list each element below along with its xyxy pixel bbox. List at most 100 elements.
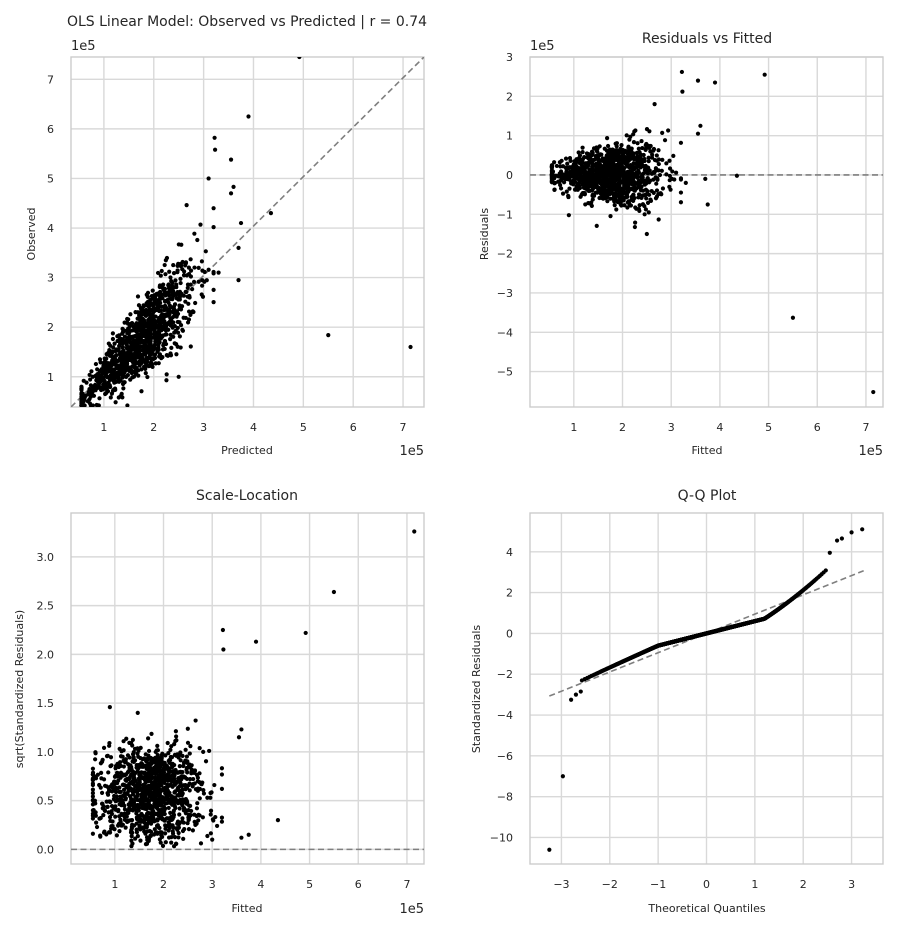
x-tick-label: 6 bbox=[350, 421, 357, 434]
data-point bbox=[90, 831, 96, 836]
data-point bbox=[196, 265, 201, 270]
data-point bbox=[120, 345, 125, 350]
data-point bbox=[136, 303, 142, 308]
data-point bbox=[170, 280, 175, 285]
data-point bbox=[135, 803, 141, 808]
data-point bbox=[608, 171, 613, 176]
data-point bbox=[122, 807, 128, 812]
data-point bbox=[631, 132, 636, 137]
data-point bbox=[152, 827, 157, 832]
data-point bbox=[178, 758, 183, 763]
x-tick-label: 2 bbox=[619, 421, 626, 434]
data-point bbox=[119, 391, 124, 396]
data-point bbox=[104, 352, 110, 357]
x-tick-label: 5 bbox=[765, 421, 772, 434]
data-point bbox=[179, 242, 184, 247]
data-point bbox=[578, 178, 584, 183]
data-point bbox=[143, 366, 148, 371]
data-point bbox=[103, 391, 109, 396]
data-point bbox=[612, 203, 617, 208]
data-point bbox=[641, 193, 647, 198]
outlier-point bbox=[246, 832, 251, 837]
data-point bbox=[142, 348, 147, 354]
plot-frame bbox=[529, 512, 884, 865]
data-point bbox=[164, 378, 169, 383]
y-tick-label: 4 bbox=[47, 222, 54, 235]
data-point bbox=[110, 784, 115, 790]
data-point bbox=[121, 748, 126, 753]
x-tick-label: 3 bbox=[209, 878, 216, 891]
x-tick-label: 6 bbox=[814, 421, 821, 434]
data-point bbox=[667, 166, 673, 171]
data-point bbox=[639, 138, 644, 144]
data-point bbox=[174, 738, 179, 743]
data-point bbox=[167, 309, 172, 314]
data-point bbox=[139, 330, 144, 336]
data-point bbox=[120, 395, 125, 400]
outlier-point bbox=[698, 123, 703, 128]
data-point bbox=[131, 780, 136, 785]
data-point bbox=[126, 818, 131, 823]
data-point bbox=[208, 790, 213, 796]
plot-frame bbox=[70, 512, 425, 865]
data-point bbox=[556, 174, 561, 179]
data-point bbox=[125, 330, 130, 336]
data-point bbox=[153, 361, 158, 366]
data-point bbox=[140, 358, 145, 363]
data-point bbox=[90, 777, 96, 783]
data-point bbox=[118, 754, 124, 759]
data-point bbox=[173, 328, 178, 333]
y-tick-label: 0 bbox=[506, 169, 513, 182]
data-point bbox=[116, 395, 121, 400]
outlier-point bbox=[239, 835, 244, 840]
data-point bbox=[90, 808, 96, 813]
data-point bbox=[139, 361, 144, 366]
data-point bbox=[102, 783, 108, 788]
data-point bbox=[145, 810, 151, 815]
data-point bbox=[166, 805, 171, 811]
data-point bbox=[99, 776, 104, 781]
data-point bbox=[613, 194, 619, 199]
data-point bbox=[120, 370, 126, 375]
data-point bbox=[157, 837, 162, 842]
data-point bbox=[184, 203, 189, 208]
data-point bbox=[594, 180, 599, 185]
data-point bbox=[132, 361, 138, 366]
data-point bbox=[187, 762, 192, 767]
x-axis-label: Fitted bbox=[692, 444, 723, 457]
data-point bbox=[167, 822, 172, 827]
data-point bbox=[134, 830, 140, 835]
data-point bbox=[644, 181, 649, 186]
data-point bbox=[139, 389, 144, 394]
data-point bbox=[156, 299, 161, 304]
data-point bbox=[186, 783, 191, 788]
data-point bbox=[188, 744, 193, 749]
data-point bbox=[660, 186, 666, 191]
data-point bbox=[174, 779, 179, 784]
data-point bbox=[177, 806, 182, 811]
data-point bbox=[87, 372, 92, 378]
data-point bbox=[125, 403, 130, 407]
data-point bbox=[187, 788, 192, 793]
data-point bbox=[652, 101, 657, 107]
data-point bbox=[219, 766, 225, 771]
data-point bbox=[98, 833, 103, 838]
data-point bbox=[595, 161, 600, 166]
data-point bbox=[197, 796, 202, 801]
data-point bbox=[638, 152, 643, 157]
data-point bbox=[654, 181, 659, 186]
data-point bbox=[132, 340, 137, 345]
data-point bbox=[193, 300, 198, 306]
data-point bbox=[628, 163, 633, 168]
y-tick-label: 2 bbox=[506, 90, 513, 103]
data-point bbox=[583, 202, 588, 207]
data-point bbox=[188, 777, 193, 782]
data-point bbox=[188, 803, 193, 808]
data-point bbox=[558, 182, 563, 188]
data-point bbox=[176, 830, 181, 836]
data-point bbox=[635, 181, 641, 186]
data-point bbox=[106, 770, 111, 775]
data-point bbox=[107, 705, 112, 710]
data-point bbox=[143, 794, 148, 799]
data-point bbox=[130, 743, 135, 748]
